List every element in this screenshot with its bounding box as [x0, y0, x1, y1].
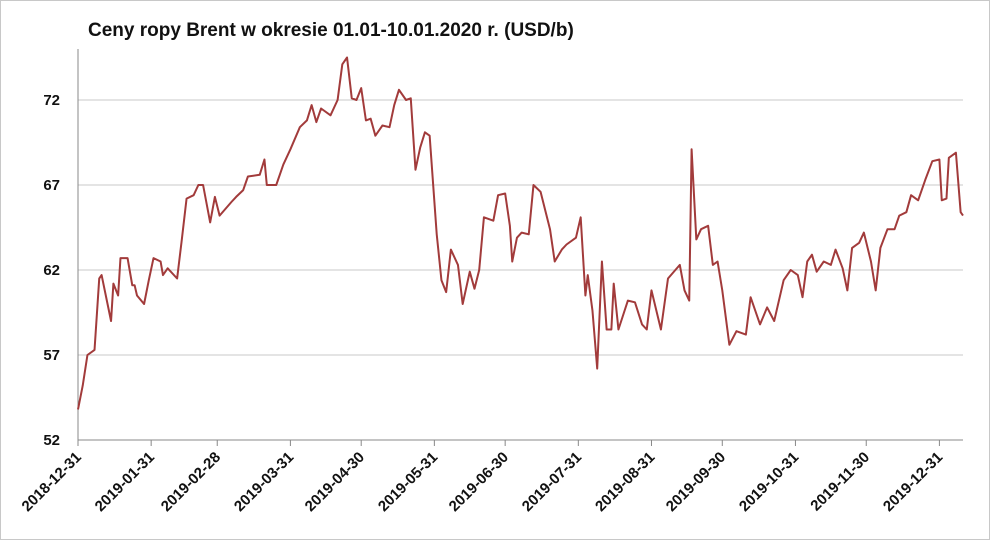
y-tick-label: 57 — [43, 347, 60, 364]
price-line — [77, 56, 964, 410]
y-tick-label: 72 — [43, 92, 60, 109]
y-tick-label: 62 — [43, 262, 60, 279]
y-tick-label: 52 — [43, 432, 60, 449]
y-tick-label: 67 — [43, 177, 60, 194]
chart-title: Ceny ropy Brent w okresie 01.01-10.01.20… — [88, 20, 574, 41]
